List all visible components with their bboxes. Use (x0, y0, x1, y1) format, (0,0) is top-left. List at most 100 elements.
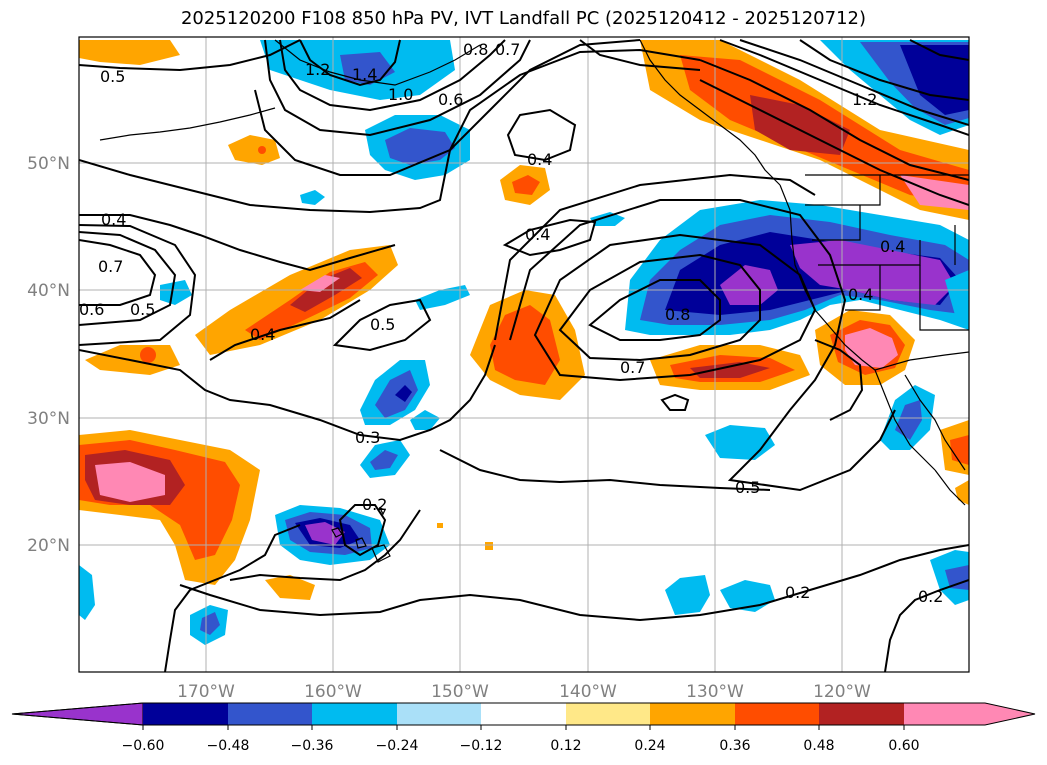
colorbar-tick-label: 0.60 (888, 738, 919, 754)
colorbar-segment (650, 703, 735, 725)
border-state-a (805, 175, 881, 206)
contour-0-4-loop-b (502, 218, 597, 257)
shade-positive-diagonal-peak (300, 275, 340, 292)
colorbar-tick-label: −0.48 (207, 738, 250, 754)
shade-positive-22n-160w (265, 575, 315, 600)
contour-label: 0.4 (101, 210, 126, 229)
shade-negative-14n-169w-core (200, 612, 220, 635)
contour-label: 0.4 (880, 237, 905, 256)
shade-positive-bc-inner (750, 95, 850, 155)
contour-0-6-gulf (254, 39, 641, 176)
contour-0-7-subtropical (558, 253, 761, 362)
contour-label: 0.5 (100, 67, 125, 86)
gridlines (79, 37, 969, 672)
coast-hawaii-3 (371, 544, 391, 563)
contour-0-4-loop-a (506, 108, 577, 162)
contour-1-0-coastal (739, 39, 969, 126)
contour-0-4-mid (209, 299, 361, 361)
lon-label-170w: 170°W (177, 682, 235, 702)
shade-negative-15n-130w (665, 575, 710, 615)
contour-label: 0.4 (527, 150, 552, 169)
coast-aleutians (99, 107, 276, 141)
contour-0-8-subtropical (588, 279, 721, 341)
contour-0-6-subtropical (533, 233, 817, 382)
contour-1-4-alaska (299, 39, 401, 87)
contour-0-4-west (79, 214, 396, 272)
contour-1-2-inland (799, 39, 969, 101)
contour-0-7-low (79, 239, 157, 306)
shade-negative-upper-right (945, 270, 969, 320)
pv-contours (79, 39, 969, 672)
contour-0-3-hawaii (229, 509, 421, 582)
contour-0-2-far-right (884, 579, 969, 672)
contour-0-5-eastern (439, 449, 771, 491)
contour-label-group: 0.5 1.4 0.8 0.7 1.2 1.0 0.6 0.4 0.4 1.2 … (79, 40, 943, 606)
contour-label: 0.8 (665, 305, 690, 324)
coast-bc-panhandle (639, 39, 781, 186)
coast-hawaii-4 (378, 506, 386, 516)
contour-0-5-subtropical (509, 199, 896, 492)
contour-label: 0.7 (620, 358, 645, 377)
lon-label-140w: 140°W (559, 682, 617, 702)
contour-0-6-low (79, 231, 177, 326)
contour-label: 0.5 (370, 315, 395, 334)
shade-negative-lower-right-core (945, 565, 969, 590)
shade-positive-gulf (228, 135, 280, 165)
border-state-b (812, 205, 861, 241)
contour-0-4-mexico (814, 339, 864, 421)
contour-1-0-alaska (279, 39, 506, 112)
contour-label: 1.4 (352, 65, 377, 84)
shade-positive-33n-130w-inner (690, 362, 770, 378)
shade-positive-gulf-dot (258, 146, 266, 154)
contour-label: 0.4 (848, 285, 873, 304)
shade-negative-14n-west (79, 565, 95, 620)
colorbar-segment (481, 703, 566, 725)
colorbar-tick-label: −0.12 (460, 738, 503, 754)
shade-negative-baja-core (895, 400, 922, 440)
colorbar-tick-label: 0.12 (550, 738, 581, 754)
shade-positive-nw (79, 40, 180, 65)
colorbar-tick-label: 0.36 (719, 738, 750, 754)
contour-label: 0.8 (463, 40, 488, 59)
shade-negative-28n-153w-core (370, 450, 398, 470)
contour-0-2-south (179, 544, 969, 622)
shade-negative-32n-155w-deep (395, 385, 412, 402)
colorbar-segment (819, 703, 904, 725)
shade-negative-blob-c (160, 280, 192, 305)
shade-negative-blob-d (300, 190, 325, 205)
lat-label-20n: 20°N (27, 536, 70, 556)
contour-label: 0.6 (79, 300, 104, 319)
colorbar-tick-label: 0.48 (803, 738, 834, 754)
contour-0-8-alaska (264, 39, 531, 137)
shade-positive-left-35n-dot (140, 347, 156, 363)
shade-negative-west-us-inner (720, 265, 778, 305)
lon-labels: 170°W 160°W 150°W 140°W 130°W 120°W (177, 682, 871, 702)
colorbar-segment (228, 703, 312, 725)
contour-0-5-loop (332, 298, 432, 352)
shade-positive-dot-a (485, 542, 493, 550)
contour-0-7-ring (579, 39, 701, 71)
contour-label: 0.2 (362, 495, 387, 514)
shade-positive-far-right-core (950, 435, 969, 465)
contour-label: 0.3 (355, 428, 380, 447)
shade-positive-25n-west-peak (95, 462, 165, 502)
colorbar-tick-label: −0.60 (122, 738, 165, 754)
colorbar-segment (312, 703, 397, 725)
shade-positive-socal-peak (845, 328, 898, 368)
contour-0-8-coastal (699, 59, 969, 181)
coast-alaska (274, 39, 481, 86)
shade-positive-blob-45n-core (512, 175, 540, 195)
colorbar-extend-min (11, 702, 144, 726)
coast-hawaii-2 (355, 537, 367, 549)
shade-negative-28n-155w (410, 410, 440, 430)
map-frame (78, 36, 970, 673)
contour-label: 0.7 (495, 40, 520, 59)
contour-label: 1.2 (852, 90, 877, 109)
shade-positive-dot-b (437, 523, 443, 528)
colorbar-tick-label: −0.24 (376, 738, 419, 754)
border-state-e (919, 265, 969, 331)
contour-0-2-lower (164, 524, 301, 672)
colorbar: −0.60 −0.48 −0.36 −0.24 −0.12 0.12 0.24 … (11, 702, 1036, 754)
coast-mexico-pacific (934, 469, 966, 506)
map-title: 2025120200 F108 850 hPa PV, IVT Landfall… (180, 8, 867, 29)
